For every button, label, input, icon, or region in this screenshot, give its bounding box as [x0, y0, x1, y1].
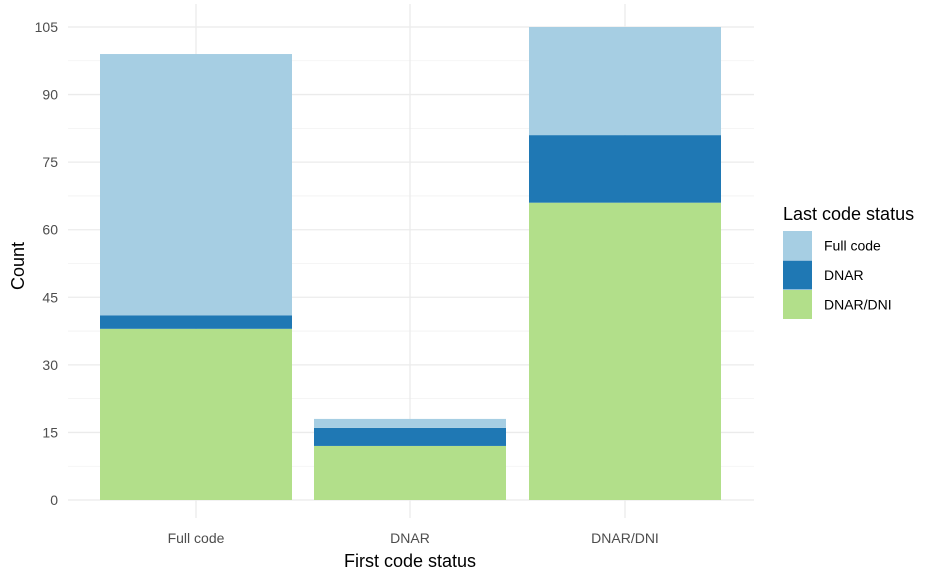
bar-segment-dnar-full-code — [314, 418, 506, 428]
bar-segment-full-code-dnar-dni — [100, 328, 292, 500]
bar-segment-dnar-dni-dnar — [529, 135, 721, 203]
y-tick-label: 45 — [42, 289, 58, 305]
x-axis-title: First code status — [344, 551, 476, 571]
x-tick-label: Full code — [168, 530, 225, 546]
y-tick-label: 0 — [50, 492, 58, 508]
y-tick-label: 75 — [42, 154, 58, 170]
bar-segment-dnar-dni-dnar-dni — [529, 202, 721, 500]
y-axis-ticks: 0 15 30 45 60 75 90 105 — [35, 19, 59, 508]
y-tick-label: 90 — [42, 87, 58, 103]
y-tick-label: 60 — [42, 222, 58, 238]
bar-segment-dnar-dnar-dni — [314, 445, 506, 500]
x-tick-label: DNAR/DNI — [591, 530, 659, 546]
legend-key-full-code — [783, 231, 812, 260]
y-tick-label: 30 — [42, 357, 58, 373]
y-axis-title: Count — [8, 242, 28, 290]
legend-label: DNAR/DNI — [824, 297, 892, 313]
bars — [100, 27, 721, 500]
legend-key-dnar-dni — [783, 290, 812, 319]
legend-label: DNAR — [824, 267, 864, 283]
bar-segment-dnar-dnar — [314, 427, 506, 446]
bar-segment-full-code-dnar — [100, 315, 292, 329]
x-tick-label: DNAR — [390, 530, 430, 546]
legend-title: Last code status — [783, 204, 914, 224]
y-tick-label: 15 — [42, 424, 58, 440]
legend: Last code status Full code DNAR DNAR/DNI — [783, 204, 914, 319]
legend-key-dnar — [783, 260, 812, 290]
bar-segment-dnar-dni-full-code — [529, 27, 721, 136]
bar-segment-full-code-full-code — [100, 54, 292, 316]
y-tick-label: 105 — [35, 19, 59, 35]
x-axis-ticks: Full code DNAR DNAR/DNI — [168, 530, 659, 546]
legend-label: Full code — [824, 238, 881, 254]
